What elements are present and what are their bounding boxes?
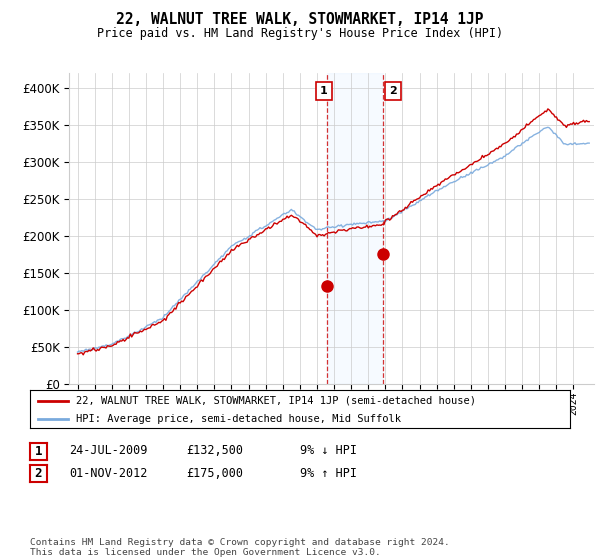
Text: HPI: Average price, semi-detached house, Mid Suffolk: HPI: Average price, semi-detached house,… xyxy=(76,414,401,424)
Text: 9% ↓ HPI: 9% ↓ HPI xyxy=(300,444,357,458)
Text: 22, WALNUT TREE WALK, STOWMARKET, IP14 1JP (semi-detached house): 22, WALNUT TREE WALK, STOWMARKET, IP14 1… xyxy=(76,395,476,405)
Text: £175,000: £175,000 xyxy=(186,466,243,480)
Text: 2: 2 xyxy=(389,86,397,96)
Text: 24-JUL-2009: 24-JUL-2009 xyxy=(69,444,148,458)
Text: 2: 2 xyxy=(35,467,42,480)
Text: Contains HM Land Registry data © Crown copyright and database right 2024.
This d: Contains HM Land Registry data © Crown c… xyxy=(30,538,450,557)
Bar xyxy=(326,73,383,384)
Text: 9% ↑ HPI: 9% ↑ HPI xyxy=(300,466,357,480)
Text: £132,500: £132,500 xyxy=(186,444,243,458)
Text: 1: 1 xyxy=(320,86,328,96)
Text: 22, WALNUT TREE WALK, STOWMARKET, IP14 1JP: 22, WALNUT TREE WALK, STOWMARKET, IP14 1… xyxy=(116,12,484,27)
Text: 01-NOV-2012: 01-NOV-2012 xyxy=(69,466,148,480)
Text: 1: 1 xyxy=(35,445,42,458)
Text: Price paid vs. HM Land Registry's House Price Index (HPI): Price paid vs. HM Land Registry's House … xyxy=(97,27,503,40)
